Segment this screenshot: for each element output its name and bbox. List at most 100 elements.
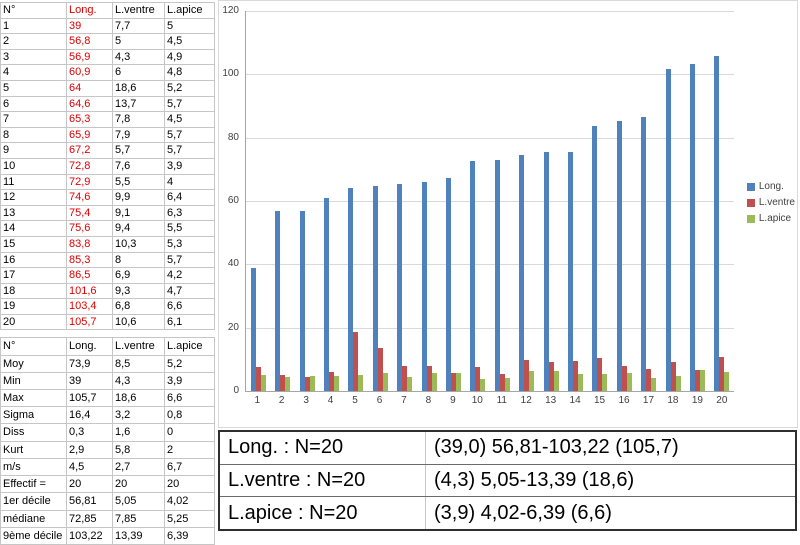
stats-table-cell[interactable]: 2 [164, 440, 215, 459]
data-table-cell[interactable]: 5,5 [112, 173, 165, 191]
data-table-cell[interactable]: 5,7 [164, 126, 215, 144]
summary-label-cell[interactable]: L.apice : N=20 [220, 497, 426, 530]
data-table-cell[interactable]: 7,6 [112, 157, 165, 175]
data-table-cell[interactable]: 6,3 [164, 204, 215, 222]
stats-table-cell[interactable]: 5,25 [164, 509, 215, 528]
data-table-cell[interactable]: 7,8 [112, 111, 165, 128]
data-table-cell[interactable]: 20 [0, 313, 67, 331]
data-table-cell[interactable]: 3 [0, 48, 67, 66]
summary-label-cell[interactable]: Long. : N=20 [220, 432, 426, 464]
data-table-cell[interactable]: 64 [66, 79, 113, 97]
data-table-cell[interactable]: 4,7 [164, 282, 215, 300]
data-table-cell[interactable]: 5,7 [164, 95, 215, 113]
data-table-cell[interactable]: 13 [0, 204, 67, 222]
stats-table-cell[interactable]: 4,3 [112, 371, 165, 391]
data-table-cell[interactable]: 5,3 [164, 235, 215, 253]
stats-table-header-cell[interactable]: N° [0, 337, 67, 356]
data-table-cell[interactable]: 7 [0, 111, 67, 128]
stats-table-cell[interactable]: 2,7 [112, 457, 165, 477]
data-table-cell[interactable]: 60,9 [66, 64, 113, 81]
stats-table-cell[interactable]: 20 [164, 475, 215, 494]
data-table-cell[interactable]: 5,7 [164, 142, 215, 159]
stats-table-cell[interactable]: Diss [0, 423, 67, 442]
data-table-cell[interactable]: 6,6 [164, 298, 215, 315]
data-table-cell[interactable]: 86,5 [66, 267, 113, 284]
stats-table-cell[interactable]: 5,2 [164, 354, 215, 373]
stats-table-header-cell[interactable]: L.ventre [112, 337, 165, 356]
stats-table-cell[interactable]: Sigma [0, 406, 67, 425]
data-table-cell[interactable]: 85,3 [66, 251, 113, 269]
data-table-cell[interactable]: 72,9 [66, 173, 113, 191]
data-table-cell[interactable]: 105,7 [66, 313, 113, 331]
data-table-cell[interactable]: 5 [164, 17, 215, 35]
stats-table-cell[interactable]: m/s [0, 457, 67, 477]
data-table-cell[interactable]: 6 [0, 95, 67, 113]
stats-table-cell[interactable]: 8,5 [112, 354, 165, 373]
data-table-cell[interactable]: 65,9 [66, 126, 113, 144]
data-table-cell[interactable]: 6,9 [112, 267, 165, 284]
data-table-cell[interactable]: 67,2 [66, 142, 113, 159]
stats-table-cell[interactable]: 5,8 [112, 440, 165, 459]
stats-table-cell[interactable]: 5,05 [112, 492, 165, 511]
data-table-cell[interactable]: 6 [112, 64, 165, 81]
stats-table-cell[interactable]: 18,6 [112, 389, 165, 408]
data-table-cell[interactable]: 9,3 [112, 282, 165, 300]
data-table-cell[interactable]: 9,4 [112, 220, 165, 237]
stats-table-cell[interactable]: 16,4 [66, 406, 113, 425]
data-table-cell[interactable]: 83,8 [66, 235, 113, 253]
stats-table-cell[interactable]: 72,85 [66, 509, 113, 528]
data-table-cell[interactable]: 8 [112, 251, 165, 269]
data-table-cell[interactable]: 7,7 [112, 17, 165, 35]
stats-table-cell[interactable]: 0,8 [164, 406, 215, 425]
data-table-cell[interactable]: 16 [0, 251, 67, 269]
data-table-cell[interactable]: 4,2 [164, 267, 215, 284]
data-table-cell[interactable]: 8 [0, 126, 67, 144]
data-table-cell[interactable]: 2 [0, 33, 67, 50]
data-table-cell[interactable]: 101,6 [66, 282, 113, 300]
stats-table-header-cell[interactable]: Long. [66, 337, 113, 356]
stats-table-cell[interactable]: 0 [164, 423, 215, 442]
data-table-cell[interactable]: 15 [0, 235, 67, 253]
stats-table-cell[interactable]: 3,9 [164, 371, 215, 391]
stats-table-cell[interactable]: 4,02 [164, 492, 215, 511]
stats-table-cell[interactable]: 3,2 [112, 406, 165, 425]
stats-table-cell[interactable]: 105,7 [66, 389, 113, 408]
stats-table-cell[interactable]: 6,7 [164, 457, 215, 477]
data-table-cell[interactable]: 4,8 [164, 64, 215, 81]
stats-table-header-cell[interactable]: L.apice [164, 337, 215, 356]
stats-table-cell[interactable]: 6,6 [164, 389, 215, 408]
data-table-cell[interactable]: 103,4 [66, 298, 113, 315]
stats-table-cell[interactable]: médiane [0, 509, 67, 528]
stats-table-cell[interactable]: 13,39 [112, 526, 165, 545]
data-table-cell[interactable]: 9,1 [112, 204, 165, 222]
data-table-header-cell[interactable]: L.ventre [112, 2, 165, 19]
stats-table-cell[interactable]: 20 [112, 475, 165, 494]
data-table-cell[interactable]: 65,3 [66, 111, 113, 128]
data-table-cell[interactable]: 9,9 [112, 189, 165, 206]
data-table-cell[interactable]: 56,9 [66, 48, 113, 66]
stats-table-cell[interactable]: 103,22 [66, 526, 113, 545]
data-table-cell[interactable]: 5,5 [164, 220, 215, 237]
data-table-cell[interactable]: 6,8 [112, 298, 165, 315]
summary-value-cell[interactable]: (39,0) 56,81-103,22 (105,7) [434, 436, 679, 459]
stats-table-cell[interactable]: 2,9 [66, 440, 113, 459]
data-table-cell[interactable]: 4,5 [164, 33, 215, 50]
data-table-cell[interactable]: 56,8 [66, 33, 113, 50]
data-table-cell[interactable]: 3,9 [164, 157, 215, 175]
data-table-cell[interactable]: 4 [164, 173, 215, 191]
stats-table-cell[interactable]: Kurt [0, 440, 67, 459]
data-table-cell[interactable]: 18,6 [112, 79, 165, 97]
stats-table-cell[interactable]: 56,81 [66, 492, 113, 511]
data-table-cell[interactable]: 7,9 [112, 126, 165, 144]
data-table-cell[interactable]: 17 [0, 267, 67, 284]
data-table-cell[interactable]: 5 [112, 33, 165, 50]
data-table-cell[interactable]: 10 [0, 157, 67, 175]
stats-table-cell[interactable]: 20 [66, 475, 113, 494]
data-table-cell[interactable]: 74,6 [66, 189, 113, 206]
data-table-cell[interactable]: 75,4 [66, 204, 113, 222]
data-table-header-cell[interactable]: Long. [66, 2, 113, 19]
stats-table-cell[interactable]: Effectif = [0, 475, 67, 494]
stats-table-cell[interactable]: 73,9 [66, 354, 113, 373]
data-table-cell[interactable]: 12 [0, 189, 67, 206]
stats-table-cell[interactable]: 9ème décile [0, 526, 67, 545]
